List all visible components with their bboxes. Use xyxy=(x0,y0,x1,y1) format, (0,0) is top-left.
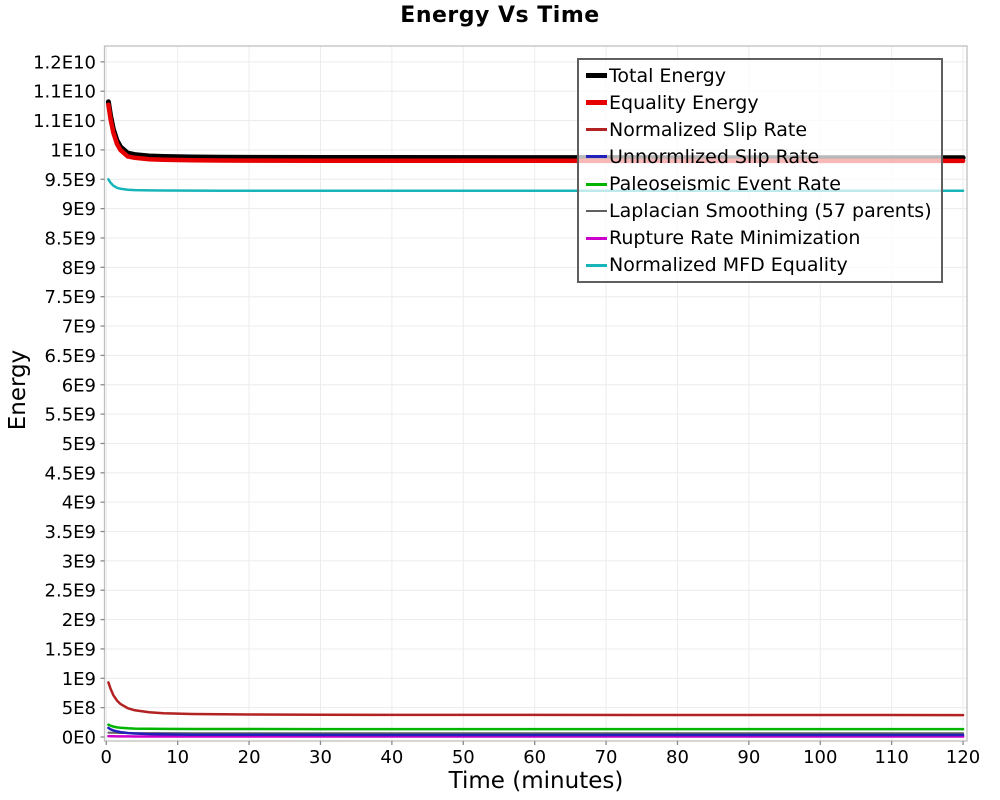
legend-item: Paleoseismic Event Rate xyxy=(586,171,941,198)
y-axis-title: Energy xyxy=(5,349,31,431)
series-line-laplacian-smoothing-57-parents xyxy=(107,731,965,735)
y-tick-label: 1.1E10 xyxy=(33,111,96,132)
y-tick-label: 2.5E9 xyxy=(45,581,96,602)
legend-label: Paleoseismic Event Rate xyxy=(609,173,841,196)
y-tick-label: 8.5E9 xyxy=(45,228,96,249)
y-tick-label: 1.2E10 xyxy=(33,52,96,73)
legend-swatch-paleoseismic-event-rate xyxy=(586,182,607,186)
y-tick-label: 4E9 xyxy=(62,493,96,514)
legend-label: Normalized Slip Rate xyxy=(609,118,808,141)
legend-item: Normalized Slip Rate xyxy=(586,116,941,143)
x-axis-title: Time (minutes) xyxy=(448,768,624,794)
y-tick-label: 4.5E9 xyxy=(45,463,96,484)
x-tick-label: 90 xyxy=(737,747,760,768)
legend-label: Equality Energy xyxy=(609,91,759,114)
y-tick-label: 3E9 xyxy=(62,551,96,572)
legend: Total Energy Equality Energy Normalized Sl… xyxy=(577,58,943,283)
x-tick-label: 100 xyxy=(803,747,837,768)
legend-swatch-normalized-slip-rate xyxy=(586,128,607,132)
x-tick-label: 120 xyxy=(946,747,980,768)
x-tick-label: 50 xyxy=(452,747,475,768)
legend-item: Unnormlized Slip Rate xyxy=(586,143,941,170)
series-line-unnormlized-slip-rate xyxy=(107,726,965,737)
y-tick-label: 7.5E9 xyxy=(45,287,96,308)
legend-item: Laplacian Smoothing (57 parents) xyxy=(586,198,941,225)
y-tick-label: 5E8 xyxy=(62,698,96,719)
y-tick-label: 7E9 xyxy=(62,317,96,338)
series-line-normalized-mfd-equality xyxy=(107,178,965,193)
y-tick-label: 0E0 xyxy=(62,728,96,749)
legend-swatch-total-energy xyxy=(586,73,607,79)
series-line-equality-energy xyxy=(106,102,966,164)
y-tick-label: 2E9 xyxy=(62,610,96,631)
x-tick-label: 30 xyxy=(309,747,332,768)
legend-item: Rupture Rate Minimization xyxy=(586,225,941,252)
y-tick-label: 1.5E9 xyxy=(45,639,96,660)
x-tick-label: 70 xyxy=(595,747,618,768)
legend-swatch-rupture-rate-minimization xyxy=(586,236,607,240)
x-tick-label: 60 xyxy=(523,747,546,768)
y-tick-label: 5E9 xyxy=(62,434,96,455)
legend-swatch-unnormlized-slip-rate xyxy=(586,155,607,159)
x-tick-label: 40 xyxy=(380,747,403,768)
y-tick-label: 1E9 xyxy=(62,669,96,690)
legend-swatch-equality-energy xyxy=(586,100,607,106)
legend-label: Normalized MFD Equality xyxy=(609,254,848,277)
series-line-normalized-slip-rate xyxy=(107,681,965,717)
x-tick-label: 0 xyxy=(101,747,112,768)
x-tick-label: 20 xyxy=(238,747,261,768)
plot-frame xyxy=(103,45,968,742)
legend-swatch-laplacian-smoothing-57-parents xyxy=(586,210,607,213)
y-tick-label: 6.5E9 xyxy=(45,346,96,367)
y-tick-label: 9.5E9 xyxy=(45,170,96,191)
series-line-paleoseismic-event-rate xyxy=(107,723,965,731)
x-tick-label: 80 xyxy=(666,747,689,768)
legend-swatch-normalized-mfd-equality xyxy=(586,263,607,267)
legend-item: Total Energy xyxy=(586,62,941,89)
y-tick-label: 6E9 xyxy=(62,375,96,396)
legend-item: Equality Energy xyxy=(586,89,941,116)
x-tick-label: 110 xyxy=(874,747,908,768)
y-tick-label: 1E10 xyxy=(50,140,96,161)
legend-label: Total Energy xyxy=(609,64,726,87)
y-tick-label: 8E9 xyxy=(62,258,96,279)
legend-label: Rupture Rate Minimization xyxy=(609,227,861,250)
x-tick-label: 10 xyxy=(166,747,189,768)
legend-item: Normalized MFD Equality xyxy=(586,252,941,279)
y-tick-label: 3.5E9 xyxy=(45,522,96,543)
legend-label: Unnormlized Slip Rate xyxy=(609,145,820,168)
y-tick-label: 5.5E9 xyxy=(45,405,96,426)
y-tick-label: 1.1E10 xyxy=(33,82,96,103)
chart-title: Energy Vs Time xyxy=(400,3,600,28)
legend-label: Laplacian Smoothing (57 parents) xyxy=(609,200,932,223)
y-tick-label: 9E9 xyxy=(62,199,96,220)
